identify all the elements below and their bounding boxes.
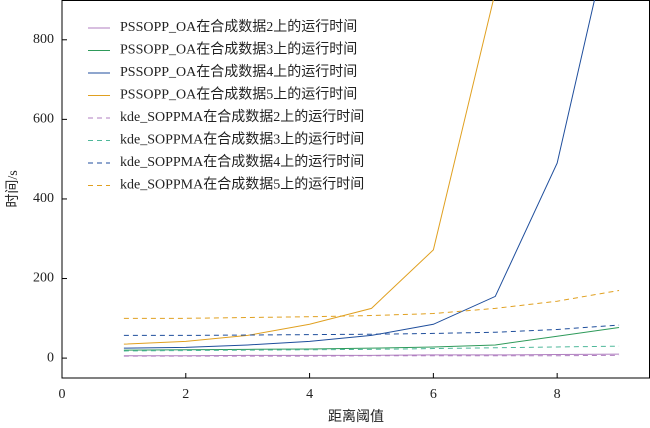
y-axis-label: 时间/s — [5, 170, 21, 207]
series-line — [123, 324, 620, 336]
series-line — [123, 326, 620, 351]
series-line — [123, 354, 620, 357]
series-line — [123, 345, 620, 352]
legend-label: kde_SOPPMA在合成数据2上的运行时间 — [120, 109, 364, 125]
series-line — [123, 0, 595, 349]
y-tick-label: 600 — [33, 112, 54, 127]
y-tick-label: 0 — [47, 350, 54, 365]
series-line — [123, 289, 620, 319]
x-tick-label: 4 — [306, 387, 313, 402]
legend-label: PSSOPP_OA在合成数据3上的运行时间 — [120, 42, 357, 58]
legend-label: kde_SOPPMA在合成数据5上的运行时间 — [120, 177, 364, 193]
y-tick-label: 200 — [33, 271, 54, 286]
y-tick-label: 400 — [33, 191, 54, 206]
legend-label: PSSOPP_OA在合成数据2上的运行时间 — [120, 19, 357, 35]
legend-label: kde_SOPPMA在合成数据3上的运行时间 — [120, 132, 364, 148]
y-tick-label: 800 — [33, 32, 54, 47]
series-line — [123, 0, 494, 345]
legend-label: kde_SOPPMA在合成数据4上的运行时间 — [120, 154, 364, 170]
x-axis-label: 距离阈值 — [328, 408, 384, 425]
legend-label: PSSOPP_OA在合成数据5上的运行时间 — [120, 87, 357, 103]
legend-label: PSSOPP_OA在合成数据4上的运行时间 — [120, 64, 357, 80]
x-tick-label: 8 — [554, 387, 561, 402]
x-tick-label: 2 — [182, 387, 189, 402]
x-tick-label: 6 — [430, 387, 437, 402]
x-tick-label: 0 — [59, 387, 66, 402]
lines — [123, 0, 620, 357]
